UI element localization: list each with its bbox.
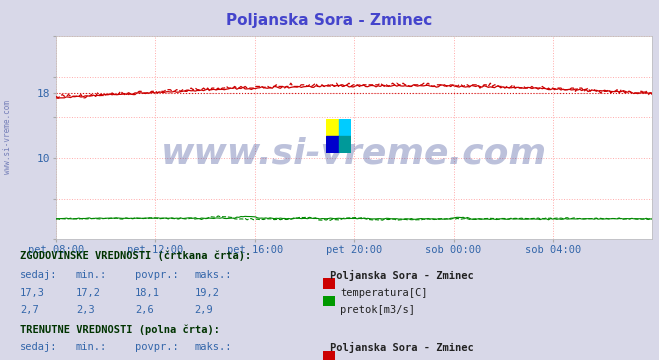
- Text: 2,7: 2,7: [20, 305, 38, 315]
- Text: ZGODOVINSKE VREDNOSTI (črtkana črta):: ZGODOVINSKE VREDNOSTI (črtkana črta):: [20, 250, 251, 261]
- Text: povpr.:: povpr.:: [135, 270, 179, 280]
- Text: povpr.:: povpr.:: [135, 342, 179, 352]
- Text: Poljanska Sora - Zminec: Poljanska Sora - Zminec: [330, 342, 473, 354]
- Text: 2,6: 2,6: [135, 305, 154, 315]
- Bar: [339, 136, 351, 153]
- Bar: [326, 119, 339, 136]
- Text: pretok[m3/s]: pretok[m3/s]: [340, 305, 415, 315]
- Text: temperatura[C]: temperatura[C]: [340, 288, 428, 298]
- Text: sedaj:: sedaj:: [20, 270, 57, 280]
- Text: sedaj:: sedaj:: [20, 342, 57, 352]
- Bar: [326, 136, 339, 153]
- Text: maks.:: maks.:: [194, 270, 232, 280]
- Text: 2,3: 2,3: [76, 305, 94, 315]
- Text: 17,3: 17,3: [20, 288, 45, 298]
- Text: 17,2: 17,2: [76, 288, 101, 298]
- Text: 18,1: 18,1: [135, 288, 160, 298]
- Text: min.:: min.:: [76, 270, 107, 280]
- Text: www.si-vreme.com: www.si-vreme.com: [3, 100, 13, 174]
- Text: Poljanska Sora - Zminec: Poljanska Sora - Zminec: [227, 13, 432, 28]
- Bar: [339, 119, 351, 136]
- Text: 2,9: 2,9: [194, 305, 213, 315]
- Text: www.si-vreme.com: www.si-vreme.com: [161, 137, 547, 171]
- Text: 19,2: 19,2: [194, 288, 219, 298]
- Text: TRENUTNE VREDNOSTI (polna črta):: TRENUTNE VREDNOSTI (polna črta):: [20, 324, 219, 335]
- Text: min.:: min.:: [76, 342, 107, 352]
- Text: Poljanska Sora - Zminec: Poljanska Sora - Zminec: [330, 270, 473, 281]
- Text: maks.:: maks.:: [194, 342, 232, 352]
